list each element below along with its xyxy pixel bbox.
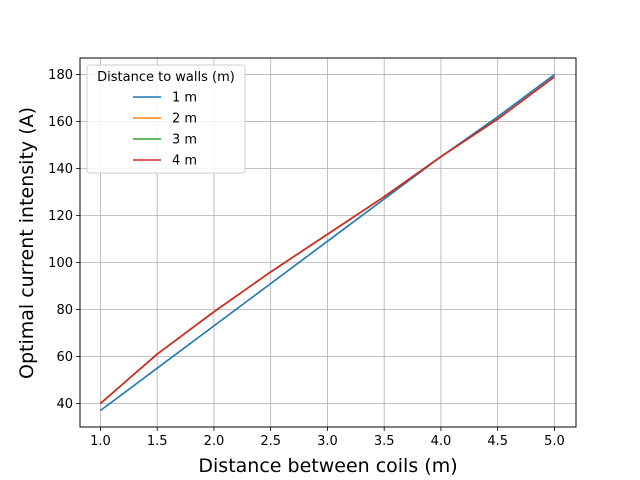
x-tick-label: 3.5	[374, 434, 395, 449]
y-tick-label: 160	[48, 115, 73, 130]
x-tick-label: 2.5	[260, 434, 281, 449]
y-axis-title: Optimal current intensity (A)	[16, 107, 38, 379]
grid	[80, 58, 576, 427]
legend-label-4: 4 m	[172, 154, 197, 169]
y-tick-label: 140	[48, 162, 73, 177]
x-tick-label: 4.5	[487, 434, 508, 449]
series-lines	[99, 73, 555, 412]
legend: Distance to walls (m) 1 m 2 m 3 m 4 m	[86, 64, 246, 174]
x-tick-label: 1.5	[147, 434, 168, 449]
x-tick-label: 3.0	[317, 434, 338, 449]
y-tick-label: 80	[56, 303, 73, 318]
legend-label-2: 2 m	[172, 112, 197, 127]
legend-box	[86, 64, 246, 174]
axes-frame	[79, 57, 577, 428]
y-tick-label: 180	[48, 68, 73, 83]
y-tick-label: 100	[48, 256, 73, 271]
y-tick-label: 60	[56, 350, 73, 365]
y-tick-label: 120	[48, 209, 73, 224]
series-line-4	[99, 76, 555, 405]
legend-title: Distance to walls (m)	[97, 70, 235, 85]
series-line-1	[99, 73, 555, 412]
x-tick-label: 1.0	[90, 434, 111, 449]
x-tick-label: 5.0	[544, 434, 565, 449]
axis-ticks: 1.0 1.5 2.0 2.5 3.0 3.5 4.0 4.5 5.0 40 60 80 100 120 1…	[48, 68, 565, 449]
y-tick-label: 40	[56, 397, 73, 412]
legend-label-3: 3 m	[172, 133, 197, 148]
x-tick-label: 4.0	[431, 434, 452, 449]
legend-label-1: 1 m	[172, 91, 197, 106]
x-tick-label: 2.0	[204, 434, 225, 449]
x-axis-title: Distance between coils (m)	[198, 455, 457, 477]
